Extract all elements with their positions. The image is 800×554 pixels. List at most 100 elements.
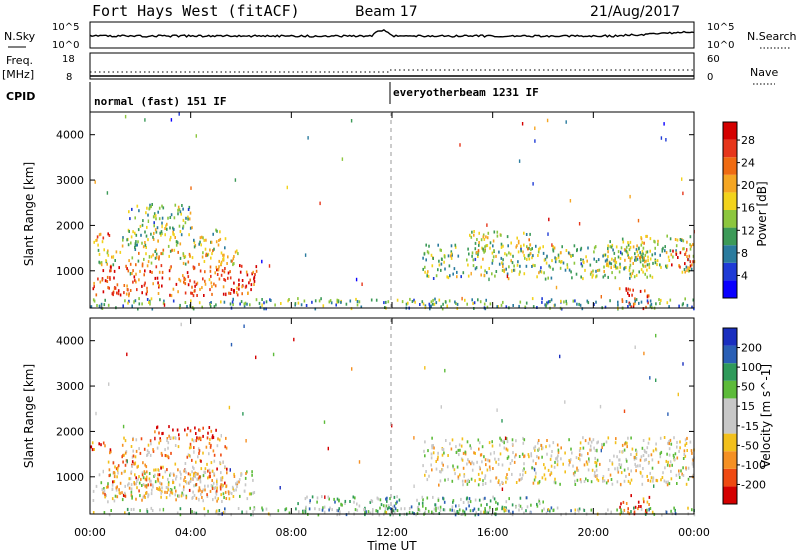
heatmap-cell [206, 462, 208, 466]
heatmap-cell [396, 495, 398, 499]
heatmap-cell [182, 226, 184, 230]
heatmap-cell [193, 267, 195, 271]
heatmap-cell [142, 219, 144, 223]
heatmap-cell [655, 333, 657, 338]
heatmap-cell [692, 464, 695, 468]
heatmap-cell [263, 301, 265, 305]
heatmap-cell [194, 475, 196, 479]
heatmap-cell [436, 457, 439, 461]
heatmap-cell [687, 266, 689, 270]
heatmap-cell [628, 248, 631, 252]
heatmap-cell [418, 502, 420, 506]
heatmap-cell [455, 445, 457, 449]
heatmap-cell [505, 480, 507, 484]
heatmap-cell [238, 478, 241, 482]
heatmap-cell [263, 307, 265, 311]
heatmap-cell [211, 292, 213, 296]
heatmap-cell [609, 240, 611, 244]
colorbar-tick-label: -50 [741, 439, 759, 452]
heatmap-cell [538, 480, 541, 484]
heatmap-cell [195, 432, 197, 435]
heatmap-cell [161, 276, 164, 280]
heatmap-cell [327, 446, 329, 451]
heatmap-cell [193, 245, 196, 249]
heatmap-cell [600, 295, 602, 299]
heatmap-cell [117, 292, 120, 296]
heatmap-cell [474, 257, 477, 261]
heatmap-cell [410, 505, 413, 509]
heatmap-cell [523, 467, 525, 471]
heatmap-cell [472, 462, 475, 466]
heatmap-cell [657, 242, 659, 246]
heatmap-cell [623, 508, 626, 512]
heatmap-cell [203, 513, 206, 517]
heatmap-cell [649, 237, 652, 241]
heatmap-cell [151, 488, 153, 492]
heatmap-cell [668, 482, 671, 486]
heatmap-cell [493, 497, 496, 501]
heatmap-cell [133, 462, 135, 466]
heatmap-cell [134, 242, 137, 246]
heatmap-cell [288, 298, 290, 301]
heatmap-cell [349, 500, 351, 503]
heatmap-cell [521, 122, 524, 126]
heatmap-cell [142, 461, 144, 465]
heatmap-cell [112, 480, 114, 484]
heatmap-cell [147, 219, 150, 223]
heatmap-cell [208, 426, 211, 429]
heatmap-cell [605, 440, 608, 444]
heatmap-cell [150, 506, 153, 510]
heatmap-cell [668, 439, 670, 443]
heatmap-cell [107, 253, 110, 257]
heatmap-cell [208, 441, 211, 445]
heatmap-cell [665, 480, 667, 484]
heatmap-cell [523, 511, 525, 515]
heatmap-cell [683, 247, 685, 251]
heatmap-cell [654, 246, 656, 250]
heatmap-cell [474, 267, 477, 271]
heatmap-cell [209, 265, 212, 269]
heatmap-cell [390, 507, 392, 511]
heatmap-cell [179, 256, 182, 260]
heatmap-cell [240, 264, 243, 268]
heatmap-cell [497, 480, 500, 484]
heatmap-cell [440, 470, 442, 474]
heatmap-cell [692, 458, 694, 462]
heatmap-cell [224, 246, 226, 250]
heatmap-cell [128, 482, 130, 486]
heatmap-cell [104, 495, 106, 499]
heatmap-cell [496, 408, 498, 412]
heatmap-cell [587, 246, 589, 250]
colorbar-tick-label: -200 [741, 478, 766, 491]
heatmap-cell [689, 260, 692, 264]
heatmap-cell [173, 486, 176, 490]
heatmap-cell [432, 451, 435, 455]
heatmap-cell [233, 262, 235, 266]
heatmap-cell [549, 473, 551, 477]
heatmap-cell [619, 465, 622, 469]
heatmap-cell [459, 448, 461, 452]
heatmap-cell [219, 485, 222, 489]
heatmap-cell [634, 299, 636, 303]
heatmap-cell [574, 470, 576, 474]
heatmap-cell [344, 499, 347, 503]
heatmap-cell [150, 483, 152, 487]
freq-strip: Freq. [MHz] 18 8 60 0 Nave [2, 52, 778, 85]
heatmap-cell [236, 293, 239, 297]
nave-tick-top: 60 [707, 54, 720, 65]
heatmap-cell [139, 269, 141, 273]
heatmap-cell [602, 479, 604, 483]
heatmap-cell [530, 503, 532, 507]
heatmap-cell [199, 436, 202, 440]
heatmap-cell [548, 264, 550, 268]
heatmap-cell [96, 304, 98, 307]
heatmap-cell [389, 497, 391, 501]
heatmap-cell [526, 245, 528, 249]
heatmap-cell [614, 441, 617, 445]
heatmap-cell [229, 468, 231, 472]
heatmap-cell [236, 480, 239, 484]
heatmap-cell [477, 438, 480, 442]
heatmap-cell [108, 468, 111, 472]
heatmap-cell [198, 451, 200, 455]
